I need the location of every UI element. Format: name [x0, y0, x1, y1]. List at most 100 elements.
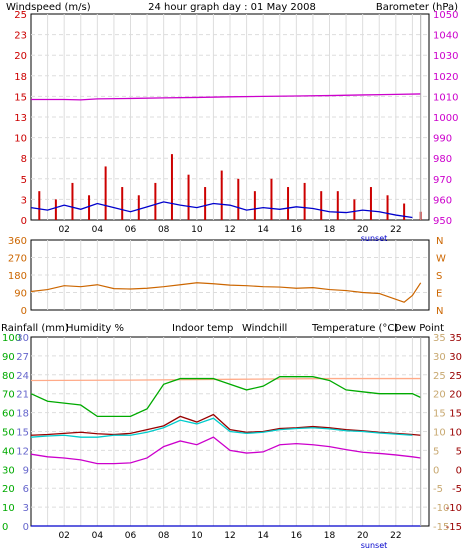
temperature-tick-label-outer: -15: [446, 522, 462, 533]
temperature-tick-label: -10: [433, 503, 449, 514]
temperature-tick-label: 0: [433, 465, 439, 476]
panel1-x-tick-label: 16: [291, 225, 303, 235]
barometer-tick-label: 970: [433, 175, 452, 186]
temperature-tick-label: 10: [433, 428, 446, 439]
barometer-tick-label: 950: [433, 216, 452, 227]
compass-tick-label: E: [436, 289, 442, 300]
dewpoint-legend: Dew Point: [394, 323, 444, 334]
direction-degree-tick-label: 90: [14, 289, 27, 300]
rainfall-axis-title: Rainfall (mm): [1, 323, 69, 334]
panel3-x-tick-label: 10: [191, 531, 203, 541]
panel1-x-tick-label: 22: [390, 225, 401, 235]
panel1-x-tick-label: 18: [324, 225, 336, 235]
rainfall-tick-label: 0: [23, 522, 29, 533]
humidity-tick-label: 50: [2, 428, 15, 439]
barometer-tick-label: 1050: [433, 10, 458, 21]
barometer-tick-label: 960: [433, 195, 452, 206]
sunset-label: sunset: [361, 234, 388, 243]
temperature-tick-label-outer: 25: [449, 371, 462, 382]
panel3-x-tick-label: 06: [125, 531, 137, 541]
humidity-tick-label: 60: [2, 409, 15, 420]
barometer-axis-title: Barometer (hPa): [376, 2, 458, 13]
temperature-tick-label-outer: 0: [456, 465, 462, 476]
humidity-tick-label: 80: [2, 371, 15, 382]
temperature-tick-label: 30: [433, 352, 446, 363]
direction-degree-tick-label: 0: [21, 306, 27, 317]
rainfall-tick-label: 15: [16, 428, 29, 439]
panel3-x-tick-label: 16: [291, 531, 303, 541]
windspeed-tick-label: 3: [21, 195, 27, 206]
dewpoint-line: [30, 436, 421, 465]
windspeed-tick-label: 20: [14, 51, 27, 62]
windchill-line: [30, 417, 413, 438]
compass-tick-label: N: [436, 236, 443, 247]
chart-title: 24 hour graph day : 01 May 2008: [148, 2, 316, 13]
rainfall-tick-label: 6: [23, 484, 29, 495]
humidity-tick-label: 20: [2, 484, 15, 495]
barometer-line: [31, 93, 421, 101]
compass-tick-label: W: [436, 254, 446, 265]
panel1-x-tick-label: 20: [357, 225, 369, 235]
humidity-tick-label: 70: [2, 390, 15, 401]
barometer-tick-label: 1010: [433, 92, 458, 103]
windspeed-tick-label: 18: [14, 72, 27, 83]
rainfall-tick-label: 18: [16, 409, 29, 420]
rainfall-tick-label: 30: [16, 333, 29, 344]
barometer-tick-label: 1000: [433, 113, 458, 124]
direction-degree-tick-label: 360: [8, 236, 27, 247]
compass-tick-label: S: [436, 271, 442, 282]
temperature-tick-label-outer: 20: [449, 390, 462, 401]
temperature-tick-label: -5: [433, 484, 443, 495]
panel3-x-tick-label: 08: [158, 531, 170, 541]
windspeed-tick-label: 0: [21, 216, 27, 227]
panel1-x-tick-label: 04: [92, 225, 104, 235]
direction-degree-tick-label: 180: [8, 271, 27, 282]
humidity-tick-label: 90: [2, 352, 15, 363]
temperature-tick-label-outer: 5: [456, 446, 462, 457]
temperature-tick-label: 5: [433, 446, 439, 457]
barometer-tick-label: 990: [433, 134, 452, 145]
rainfall-tick-label: 12: [16, 446, 29, 457]
panel3-x-tick-label: 12: [224, 531, 235, 541]
rainfall-tick-label: 24: [16, 371, 29, 382]
temperature-tick-label-outer: 15: [449, 409, 462, 420]
panel1-x-tick-label: 10: [191, 225, 203, 235]
humidity-tick-label: 0: [2, 522, 8, 533]
windspeed-tick-label: 23: [14, 31, 27, 42]
humidity-line: [30, 376, 421, 418]
temperature-tick-label-outer: -10: [446, 503, 462, 514]
panel1-x-tick-label: 14: [257, 225, 269, 235]
windspeed-tick-label: 13: [14, 113, 27, 124]
temperature-line: [30, 413, 421, 436]
temperature-tick-label: 20: [433, 390, 446, 401]
direction-degree-tick-label: 270: [8, 254, 27, 265]
windspeed-line: [30, 201, 413, 219]
panel1-x-tick-label: 12: [224, 225, 235, 235]
barometer-tick-label: 1030: [433, 51, 458, 62]
temperature-tick-label-outer: 35: [449, 333, 462, 344]
windspeed-tick-label: 15: [14, 92, 27, 103]
temperature-tick-label-outer: 30: [449, 352, 462, 363]
barometer-tick-label: 1040: [433, 31, 458, 42]
humidity-tick-label: 30: [2, 465, 15, 476]
panel1-x-tick-label: 08: [158, 225, 170, 235]
humidity-tick-label: 40: [2, 446, 15, 457]
rainfall-tick-label: 9: [23, 465, 29, 476]
chart-marks-layer: 0358101315182023259509609709809901000101…: [2, 10, 462, 550]
temperature-tick-label: -15: [433, 522, 449, 533]
barometer-tick-label: 1020: [433, 72, 458, 83]
indoor-temp-line: [30, 377, 421, 382]
rainfall-tick-label: 21: [16, 390, 29, 401]
humidity-tick-label: 10: [2, 503, 15, 514]
sunset-label-bottom: sunset: [361, 541, 388, 550]
humidity-axis-title: Humidity %: [66, 323, 124, 334]
panel1-x-tick-label: 02: [58, 225, 69, 235]
indoor-temp-legend: Indoor temp: [172, 323, 233, 334]
temperature-tick-label-outer: -5: [452, 484, 462, 495]
panel3-x-tick-label: 22: [390, 531, 401, 541]
windspeed-tick-label: 5: [21, 175, 27, 186]
temperature-tick-label: 25: [433, 371, 446, 382]
temperature-tick-label: 15: [433, 409, 446, 420]
panel3-x-tick-label: 14: [257, 531, 269, 541]
